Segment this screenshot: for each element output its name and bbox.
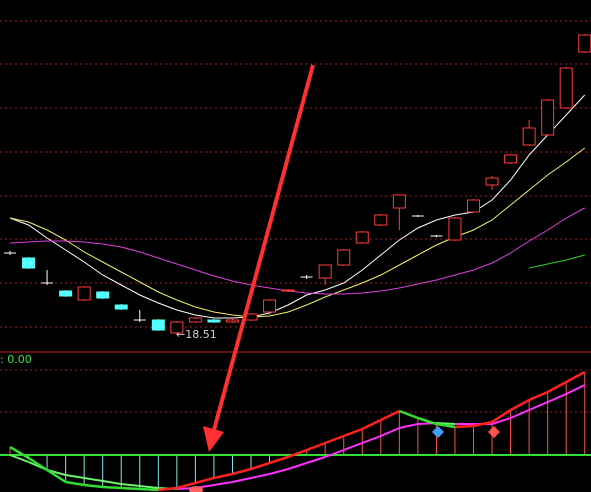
indicator-line (176, 481, 196, 490)
moving-average (9, 94, 586, 319)
indicator-line (158, 486, 177, 492)
indicator-line (213, 472, 233, 480)
candle-body (392, 194, 406, 209)
indicator-line (361, 435, 382, 444)
candle-body (22, 257, 36, 269)
indicator-line (9, 454, 29, 463)
indicator-line (139, 485, 159, 489)
candle-body (96, 291, 110, 299)
candle-body (337, 249, 351, 266)
indicator-line (65, 474, 85, 479)
candle-body (188, 317, 202, 323)
indicator-line (528, 401, 549, 411)
candle-body (522, 127, 536, 146)
indicator-line (121, 486, 140, 491)
indicator-line (250, 461, 270, 471)
indicator-line (528, 390, 549, 402)
indicator-line (250, 473, 270, 479)
indicator-line (139, 487, 159, 492)
candle-body (355, 231, 369, 244)
candle-body (578, 34, 591, 53)
indicator-line (287, 462, 307, 470)
indicator-line (195, 476, 215, 485)
indicator-line (9, 445, 30, 460)
indicator-line (361, 418, 382, 431)
candle-body (207, 319, 221, 323)
candle-body (559, 67, 573, 109)
indicator-line (102, 485, 122, 490)
indicator-line (436, 422, 456, 425)
indicator-line (102, 480, 122, 485)
candle-body (59, 290, 73, 297)
signal-diamond (432, 426, 444, 438)
indicator-line (380, 409, 400, 422)
candle-body (448, 217, 462, 241)
indicator-line (46, 468, 67, 484)
candle-body (225, 319, 239, 323)
candle-body (114, 304, 128, 310)
indicator-line (213, 481, 233, 486)
signal-marker (189, 486, 203, 492)
candle-body (170, 321, 184, 334)
indicator-line (491, 417, 511, 425)
moving-average (9, 207, 585, 295)
indicator-line (473, 420, 493, 428)
candle-body (151, 319, 165, 331)
indicator-line (269, 455, 289, 465)
candle-body (504, 154, 518, 164)
indicator-line (417, 416, 437, 426)
plot (0, 34, 591, 492)
indicator-line (121, 483, 140, 487)
indicator-line (547, 380, 567, 394)
indicator-line (306, 441, 326, 452)
indicator-line (343, 427, 363, 438)
candle-body (77, 286, 91, 301)
signal-diamond (488, 426, 500, 438)
candle-body (485, 177, 499, 186)
indicator-line (380, 427, 400, 437)
indicator-line (324, 449, 345, 458)
indicator-line (269, 468, 289, 475)
indicator-line (565, 384, 586, 395)
candle-body (467, 199, 480, 213)
indicator-line (232, 467, 252, 476)
indicator-line (510, 409, 530, 419)
moving-average (9, 147, 586, 318)
candle-body (281, 289, 295, 292)
indicator-line (84, 483, 103, 489)
indicator-line (565, 370, 586, 384)
indicator-line (65, 480, 85, 487)
indicator-line (454, 424, 474, 429)
indicator-label: : 0.00 (0, 353, 32, 366)
indicator-line (27, 456, 48, 472)
background-grid (0, 20, 591, 413)
moving-average (529, 254, 585, 269)
candle-body (374, 214, 388, 226)
indicator-line (436, 422, 456, 429)
indicator-line (547, 393, 567, 403)
indicator-line (399, 423, 419, 429)
indicator-line (343, 442, 363, 451)
candle-body (318, 264, 332, 279)
low-label: ←18.51 (176, 328, 217, 341)
indicator-line (398, 409, 419, 420)
indicator-line (84, 477, 103, 482)
indicator-line (324, 434, 345, 445)
candle-body (263, 299, 277, 313)
candle-body (541, 99, 555, 136)
indicator-line (287, 448, 308, 459)
indicator-line (509, 398, 530, 412)
indicator-line (232, 477, 252, 483)
indicator-line (491, 408, 512, 424)
pointer-arrow (203, 64, 315, 452)
indicator-line (306, 456, 326, 464)
